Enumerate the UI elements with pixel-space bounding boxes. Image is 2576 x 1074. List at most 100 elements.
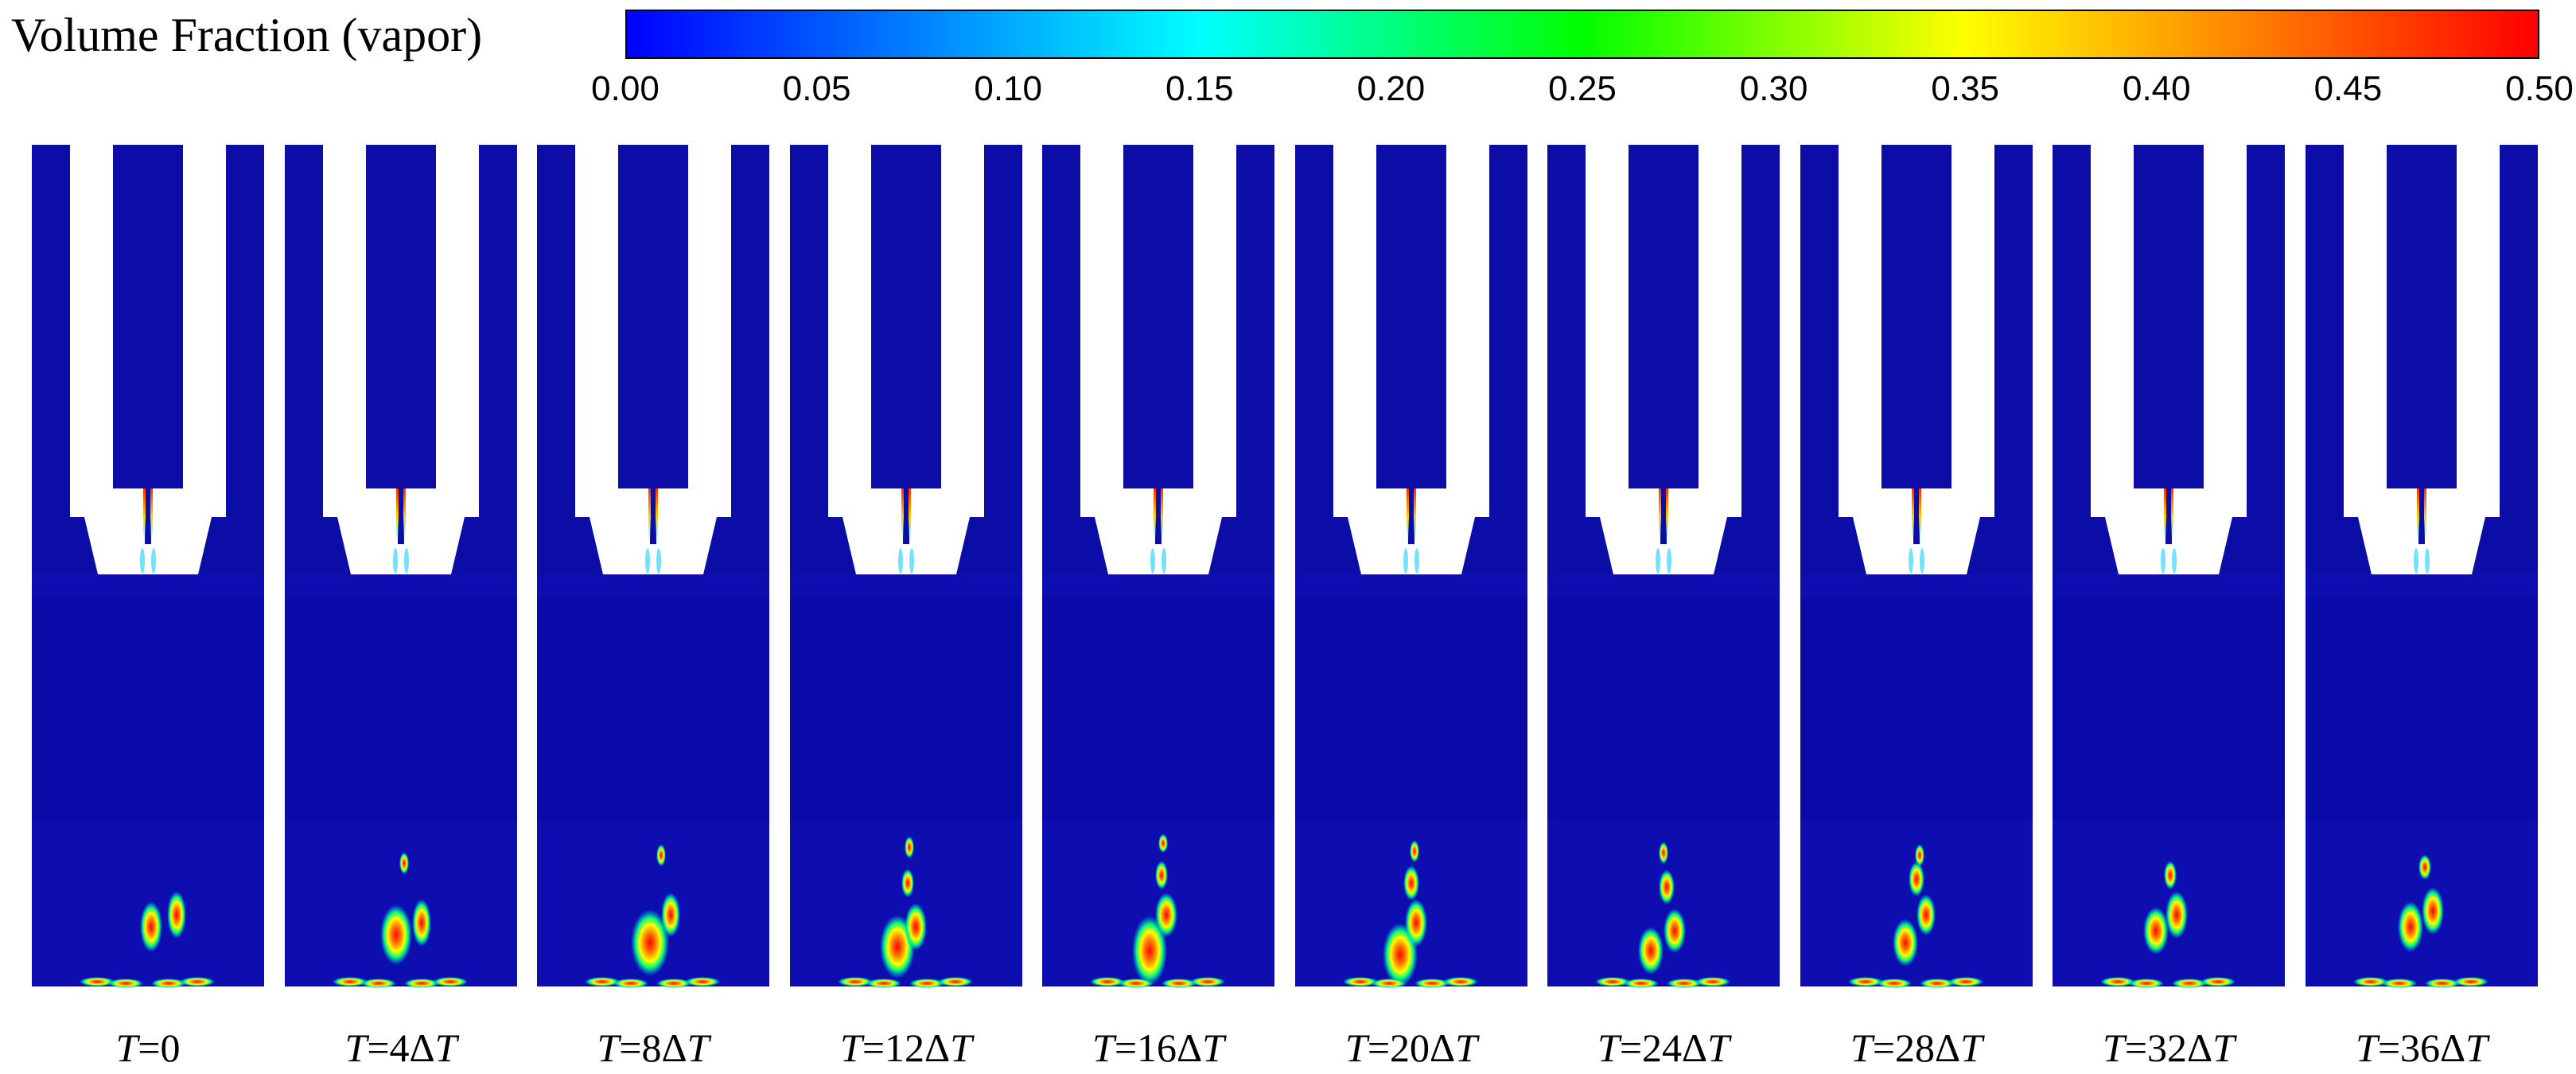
floor-vapor	[585, 977, 620, 986]
wake-streak	[2161, 548, 2165, 574]
caption-var: T	[840, 1025, 862, 1070]
caption-eq: =	[619, 1025, 642, 1070]
vapor-bubble	[1405, 899, 1427, 947]
left-nozzle-lip	[1839, 517, 1866, 574]
left-wall	[2306, 145, 2344, 577]
colorbar	[625, 10, 2539, 59]
floor-vapor	[333, 977, 368, 986]
cavity-jet-right	[403, 488, 406, 540]
nozzle-needle	[1660, 488, 1667, 544]
caption-k: 16	[1137, 1025, 1177, 1070]
nozzle-needle	[2418, 488, 2425, 544]
simulation-panel	[2053, 145, 2285, 988]
colorbar-tick-label: 0.25	[1548, 69, 1617, 108]
caption-var: T	[1092, 1025, 1115, 1070]
right-wall	[2247, 145, 2285, 577]
right-nozzle-lip	[198, 517, 226, 574]
caption-step-var: T	[1202, 1025, 1224, 1070]
vapor-bubble	[2418, 854, 2431, 880]
floor-vapor	[433, 977, 468, 986]
caption-step-var: T	[687, 1025, 710, 1070]
cavity-jet-left	[2417, 488, 2419, 540]
middle-chamber	[1042, 598, 1274, 821]
frame-caption: T=20ΔT	[1345, 1028, 1477, 1068]
wake-streak	[1656, 548, 1660, 574]
colorbar-tick-label: 0.10	[974, 69, 1043, 108]
wake-streak	[1414, 548, 1419, 574]
vapor-bubble	[412, 899, 431, 947]
center-rod	[1123, 145, 1193, 488]
frame-caption: T=32ΔT	[2103, 1028, 2235, 1068]
caption-k: 24	[1642, 1025, 1683, 1070]
cavity-jet-left	[1154, 488, 1156, 540]
left-nozzle-lip	[1586, 517, 1613, 574]
legend-title: Volume Fraction (vapor)	[11, 9, 483, 61]
floor-vapor	[1667, 979, 1702, 988]
simulation-panel	[2306, 145, 2538, 988]
chamber-transition	[1547, 574, 1780, 598]
floor-vapor	[685, 977, 720, 986]
caption-step-var: T	[2212, 1025, 2235, 1070]
wake-streak	[1403, 548, 1408, 574]
cavity-jet-left	[901, 488, 904, 540]
right-wall	[1236, 145, 1274, 577]
center-rod	[618, 145, 688, 488]
floor-vapor	[1920, 979, 1955, 988]
wake-streak	[1909, 548, 1913, 574]
nozzle-needle	[650, 488, 656, 544]
caption-step: Δ	[2440, 1025, 2466, 1070]
center-rod	[1881, 145, 1951, 488]
cavity-jet-right	[150, 488, 153, 540]
floor-vapor	[2129, 979, 2164, 988]
right-nozzle-lip	[1208, 517, 1236, 574]
wake-streak	[393, 548, 398, 574]
floor-vapor	[180, 977, 215, 986]
floor-vapor	[1343, 977, 1378, 986]
cavity-jet-right	[2171, 488, 2173, 540]
left-nozzle-lip	[2344, 517, 2372, 574]
nozzle-needle	[903, 488, 909, 544]
caption-step: Δ	[1430, 1025, 1456, 1070]
middle-chamber	[32, 598, 264, 821]
vapor-bubble	[1638, 927, 1664, 975]
chamber-transition	[790, 574, 1022, 598]
wake-streak	[151, 548, 156, 574]
nozzle-needle	[1155, 488, 1162, 544]
simulation-panel	[32, 145, 264, 988]
nozzle-needle	[1913, 488, 1920, 544]
left-wall	[1295, 145, 1333, 577]
frame-caption: T=4ΔT	[345, 1028, 457, 1068]
floor-vapor	[2382, 979, 2417, 988]
simulation-panel	[1042, 145, 1274, 988]
vapor-bubble	[901, 869, 914, 897]
cavity-jet-right	[909, 488, 911, 540]
middle-chamber	[2306, 598, 2538, 821]
caption-eq: =	[1114, 1025, 1138, 1070]
floor-vapor	[1948, 977, 1983, 986]
vapor-bubble	[1664, 909, 1686, 953]
floor-vapor	[1848, 977, 1883, 986]
caption-var: T	[115, 1025, 138, 1070]
caption-step-var: T	[1960, 1025, 1983, 1070]
vapor-bubble	[1403, 866, 1419, 901]
caption-var: T	[2103, 1025, 2125, 1070]
caption-step: Δ	[661, 1025, 687, 1070]
caption-eq: =	[1872, 1025, 1896, 1070]
chamber-transition	[2053, 574, 2285, 598]
floor-vapor	[2172, 979, 2207, 988]
right-wall	[2500, 145, 2538, 577]
floor-vapor	[1119, 979, 1154, 988]
left-nozzle-lip	[828, 517, 856, 574]
simulation-panel	[1547, 145, 1780, 988]
caption-var: T	[597, 1025, 620, 1070]
cavity-jet-right	[656, 488, 658, 540]
floor-vapor	[108, 979, 143, 988]
caption-step-var: T	[434, 1025, 457, 1070]
vapor-bubble	[631, 909, 669, 976]
floor-vapor	[2353, 977, 2388, 986]
floor-vapor	[2425, 979, 2460, 988]
center-rod	[366, 145, 436, 488]
right-nozzle-lip	[1714, 517, 1741, 574]
wake-streak	[2425, 548, 2430, 574]
caption-eq: =	[1367, 1025, 1391, 1070]
